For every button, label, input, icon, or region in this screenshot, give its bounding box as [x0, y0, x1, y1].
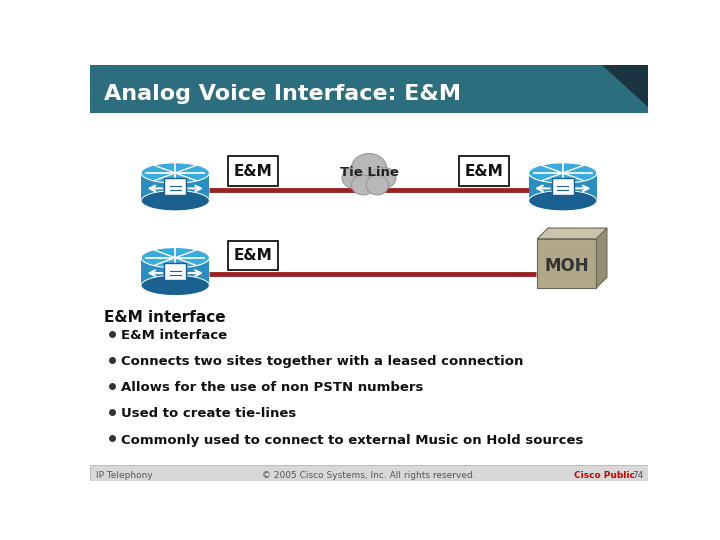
Polygon shape — [596, 228, 607, 288]
Bar — [90, 65, 648, 112]
Ellipse shape — [370, 167, 396, 188]
Text: IP Telephony: IP Telephony — [96, 471, 153, 480]
Text: E&M interface: E&M interface — [121, 329, 227, 342]
Bar — [528, 173, 597, 201]
Bar — [141, 173, 210, 201]
Bar — [90, 465, 648, 481]
Ellipse shape — [342, 167, 368, 188]
Ellipse shape — [141, 163, 210, 183]
Bar — [141, 258, 210, 286]
Text: E&M interface: E&M interface — [104, 309, 225, 325]
Text: MOH: MOH — [544, 256, 589, 275]
Text: Analog Voice Interface: E&M: Analog Voice Interface: E&M — [104, 84, 461, 104]
Text: Tie Line: Tie Line — [340, 166, 398, 179]
Ellipse shape — [366, 175, 389, 195]
Text: Cisco Public: Cisco Public — [575, 471, 635, 480]
Ellipse shape — [141, 247, 210, 268]
Bar — [141, 258, 210, 287]
Text: © 2005 Cisco Systems, Inc. All rights reserved.: © 2005 Cisco Systems, Inc. All rights re… — [262, 471, 476, 480]
Text: Connects two sites together with a leased connection: Connects two sites together with a lease… — [121, 355, 523, 368]
Bar — [228, 241, 278, 271]
Bar — [164, 263, 186, 280]
Ellipse shape — [528, 191, 597, 211]
Bar — [552, 178, 574, 195]
Text: Commonly used to connect to external Music on Hold sources: Commonly used to connect to external Mus… — [121, 434, 583, 447]
Bar — [459, 157, 509, 186]
Ellipse shape — [141, 275, 210, 295]
Bar — [228, 157, 278, 186]
Text: Used to create tie-lines: Used to create tie-lines — [121, 408, 296, 421]
Ellipse shape — [351, 153, 387, 183]
Text: E&M: E&M — [233, 248, 272, 264]
Ellipse shape — [528, 163, 597, 183]
Bar — [537, 239, 596, 288]
Ellipse shape — [351, 175, 376, 195]
Polygon shape — [601, 65, 648, 107]
Polygon shape — [537, 228, 607, 239]
Text: Allows for the use of non PSTN numbers: Allows for the use of non PSTN numbers — [121, 381, 423, 394]
Ellipse shape — [141, 191, 210, 211]
Bar — [528, 173, 597, 202]
Text: 74: 74 — [632, 471, 644, 480]
Bar — [141, 173, 210, 202]
Text: E&M: E&M — [233, 164, 272, 179]
Text: E&M: E&M — [464, 164, 503, 179]
Bar — [164, 178, 186, 195]
